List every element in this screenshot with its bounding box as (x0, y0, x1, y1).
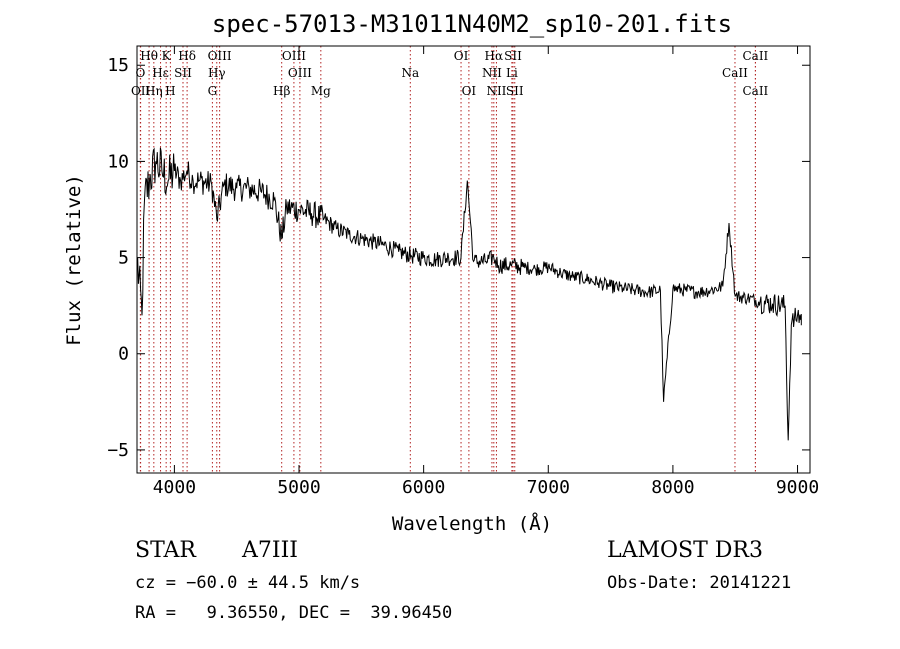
x-tick-label-4: 8000 (651, 477, 694, 498)
coordinates: RA = 9.36550, DEC = 39.96450 (135, 603, 453, 623)
line-label-16: Na (401, 66, 419, 80)
y-tick-label-4: 15 (107, 55, 129, 76)
series-line-flux (136, 147, 802, 441)
line-label-23: NII (486, 84, 506, 98)
line-label-0: Hθ (140, 49, 158, 63)
object-class: STAR (135, 538, 196, 563)
line-label-5: Hε (152, 66, 169, 80)
line-label-9: OIII (208, 49, 232, 63)
y-tick-label-2: 5 (118, 248, 129, 269)
line-label-4: K (162, 49, 172, 63)
y-axis-label: Flux (relative) (63, 174, 85, 346)
line-label-19: Hα (485, 49, 504, 63)
object-subclass: A7III (242, 538, 298, 563)
line-label-22: Li (506, 66, 518, 80)
line-label-2: OII (131, 84, 151, 98)
line-label-21: NII (482, 66, 502, 80)
spectral-line-markers (139, 46, 756, 473)
x-axis-label: Wavelength (Å) (392, 512, 552, 535)
redshift-velocity: cz = −60.0 ± 44.5 km/s (135, 573, 361, 593)
plot-frame (136, 45, 811, 474)
x-tick-label-5: 9000 (776, 477, 819, 498)
line-label-3: Hη (145, 84, 163, 98)
line-label-11: G (208, 84, 218, 98)
line-label-27: CaII (742, 84, 768, 98)
x-tick-label-1: 5000 (277, 477, 320, 498)
x-tick-label-3: 7000 (527, 477, 570, 498)
line-label-15: Mg (311, 84, 331, 98)
line-label-8: Hδ (178, 49, 196, 63)
line-label-13: OIII (288, 66, 312, 80)
x-axis: 4000 5000 6000 7000 8000 9000 (153, 46, 819, 498)
y-tick-label-1: 0 (118, 344, 129, 365)
line-label-14: Hβ (273, 84, 290, 98)
y-axis: −5 0 5 10 15 (107, 55, 810, 461)
line-label-6: SII (174, 66, 192, 80)
survey-name: LAMOST DR3 (607, 538, 763, 563)
line-label-18: OI (462, 84, 477, 98)
observation-date: Obs-Date: 20141221 (607, 573, 792, 593)
y-tick-label-0: −5 (107, 440, 129, 461)
x-tick-label-2: 6000 (402, 477, 445, 498)
line-label-1: O (135, 66, 145, 80)
line-label-17: OI (454, 49, 469, 63)
chart-title: spec-57013-M31011N40M2_sp10-201.fits (212, 10, 732, 38)
y-tick-label-3: 10 (107, 151, 129, 172)
x-tick-label-0: 4000 (153, 477, 196, 498)
line-label-10: Hγ (208, 66, 226, 80)
line-label-26: CaII (722, 66, 748, 80)
line-label-20: SII (504, 49, 522, 63)
line-label-7: H (165, 84, 175, 98)
line-label-24: SII (506, 84, 524, 98)
spectrum-series (136, 147, 802, 441)
line-label-12: OIII (282, 49, 306, 63)
line-label-25: CaII (742, 49, 768, 63)
